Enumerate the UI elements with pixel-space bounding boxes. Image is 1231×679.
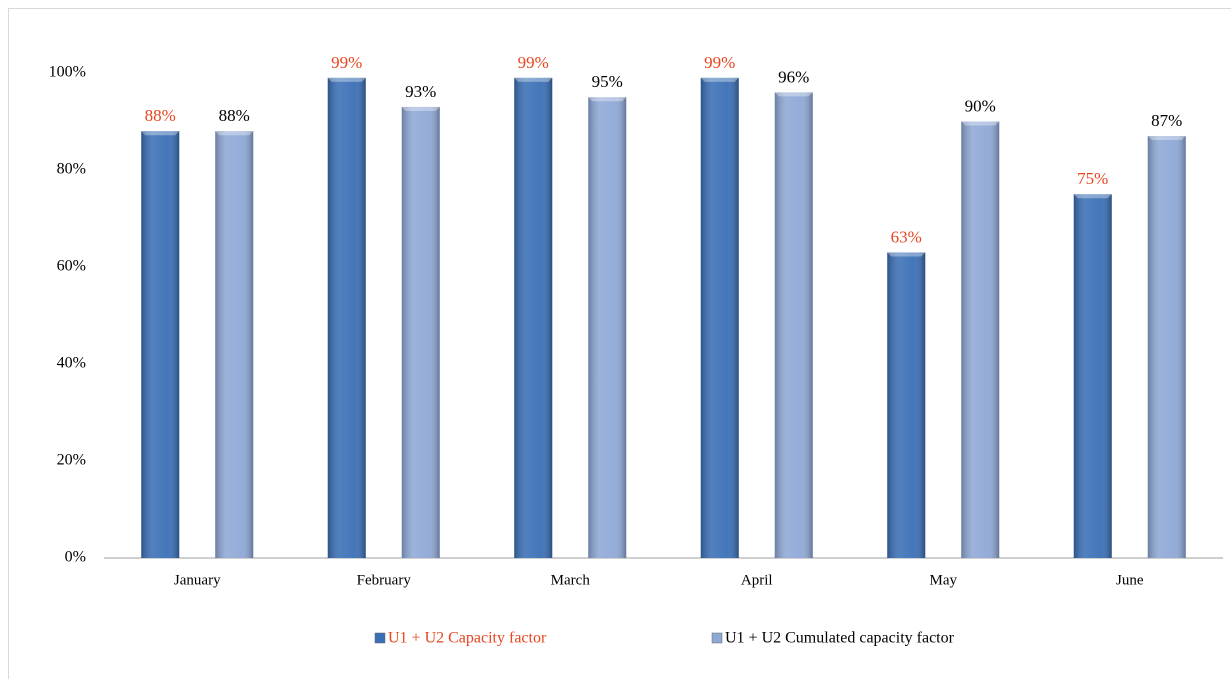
x-tick-label: January bbox=[174, 572, 221, 588]
bar-shade bbox=[514, 77, 553, 558]
value-label: 90% bbox=[965, 96, 996, 115]
bar-cap bbox=[887, 252, 926, 257]
bar-shade bbox=[588, 97, 627, 558]
bar bbox=[1147, 136, 1186, 559]
bar-cap bbox=[588, 97, 627, 102]
y-tick-label: 0% bbox=[65, 549, 86, 566]
bar-cap bbox=[700, 77, 739, 82]
value-label: 99% bbox=[704, 53, 735, 72]
bar bbox=[1073, 194, 1112, 558]
bar bbox=[887, 252, 926, 558]
value-label: 99% bbox=[518, 53, 549, 72]
bar-cap bbox=[961, 121, 1000, 126]
value-label: 63% bbox=[891, 227, 922, 246]
value-label: 88% bbox=[145, 106, 176, 125]
y-tick-label: 60% bbox=[57, 258, 86, 275]
value-label: 88% bbox=[219, 106, 250, 125]
value-label: 99% bbox=[331, 53, 362, 72]
bar bbox=[401, 106, 440, 558]
bar-shade bbox=[215, 131, 254, 558]
bar-cap bbox=[215, 131, 254, 136]
bar bbox=[961, 121, 1000, 558]
legend-label: U1 + U2 Cumulated capacity factor bbox=[725, 630, 955, 647]
bar-cap bbox=[327, 77, 366, 82]
x-tick-label: February bbox=[357, 572, 412, 588]
bar-shade bbox=[1147, 136, 1186, 559]
legend-label: U1 + U2 Capacity factor bbox=[388, 630, 547, 647]
bar bbox=[700, 77, 739, 558]
bar-cap bbox=[774, 92, 813, 97]
bar-cap bbox=[1073, 194, 1112, 199]
bar-cap bbox=[1147, 136, 1186, 141]
bar-cap bbox=[401, 106, 440, 111]
y-tick-label: 100% bbox=[49, 64, 86, 81]
bar-cap bbox=[514, 77, 553, 82]
bar bbox=[215, 131, 254, 558]
value-label: 87% bbox=[1151, 111, 1182, 130]
bar-shade bbox=[141, 131, 180, 558]
x-tick-label: March bbox=[551, 572, 591, 588]
bar-cap bbox=[141, 131, 180, 136]
legend-swatch bbox=[711, 632, 723, 644]
bar-shade bbox=[1073, 194, 1112, 558]
value-label: 75% bbox=[1077, 169, 1108, 188]
value-label: 96% bbox=[778, 67, 809, 86]
value-label: 93% bbox=[405, 82, 436, 101]
bar-shade bbox=[700, 77, 739, 558]
y-tick-label: 40% bbox=[57, 355, 86, 372]
bar bbox=[141, 131, 180, 558]
x-tick-label: April bbox=[741, 572, 773, 588]
bar bbox=[774, 92, 813, 559]
bar bbox=[588, 97, 627, 558]
bar-shade bbox=[401, 106, 440, 558]
y-tick-label: 20% bbox=[57, 452, 86, 469]
bar-shade bbox=[774, 92, 813, 559]
x-tick-label: May bbox=[930, 572, 958, 588]
bar bbox=[514, 77, 553, 558]
x-tick-label: June bbox=[1116, 572, 1144, 588]
legend-swatch bbox=[374, 632, 386, 644]
y-tick-label: 80% bbox=[57, 161, 86, 178]
value-label: 95% bbox=[592, 72, 623, 91]
bar-shade bbox=[961, 121, 1000, 558]
bar-shade bbox=[327, 77, 366, 558]
bar-shade bbox=[887, 252, 926, 558]
chart-border bbox=[8, 8, 1231, 679]
bar bbox=[327, 77, 366, 558]
